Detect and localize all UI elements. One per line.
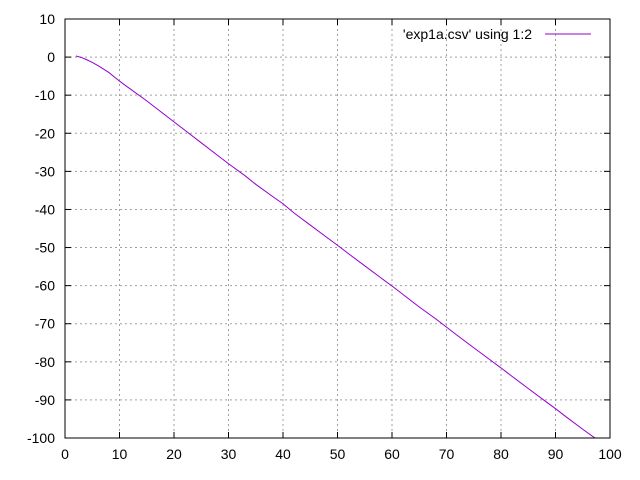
x-tick-label: 70 bbox=[439, 446, 455, 462]
y-tick-label: -40 bbox=[35, 201, 55, 217]
x-tick-label: 100 bbox=[598, 446, 622, 462]
x-tick-label: 90 bbox=[548, 446, 564, 462]
x-tick-label: 40 bbox=[275, 446, 291, 462]
y-tick-label: -50 bbox=[35, 240, 55, 256]
y-tick-label: -20 bbox=[35, 125, 55, 141]
x-tick-label: 80 bbox=[493, 446, 509, 462]
x-tick-label: 60 bbox=[384, 446, 400, 462]
series-layer bbox=[75, 55, 596, 438]
series-line bbox=[75, 55, 596, 438]
y-tick-label: -80 bbox=[35, 354, 55, 370]
x-tick-label: 30 bbox=[221, 446, 237, 462]
x-tick-label: 20 bbox=[166, 446, 182, 462]
y-tick-label: -70 bbox=[35, 316, 55, 332]
legend: 'exp1a.csv' using 1:2 bbox=[403, 26, 591, 42]
x-tick-label: 50 bbox=[330, 446, 346, 462]
y-tick-label: -60 bbox=[35, 278, 55, 294]
x-tick-label: 0 bbox=[61, 446, 69, 462]
y-tick-label: 0 bbox=[47, 49, 55, 65]
tick-labels: 0 10 20 30 40 50 60 70 80 90 100100-10-20-30-40-50… bbox=[27, 11, 622, 462]
y-tick-label: -100 bbox=[27, 430, 55, 446]
x-tick-label: 10 bbox=[112, 446, 128, 462]
plot-border bbox=[64, 18, 611, 439]
y-tick-label: -10 bbox=[35, 87, 55, 103]
y-tick-label: -90 bbox=[35, 392, 55, 408]
y-tick-label: -30 bbox=[35, 163, 55, 179]
y-tick-label: 10 bbox=[39, 11, 55, 27]
gridlines bbox=[65, 19, 610, 438]
legend-label: 'exp1a.csv' using 1:2 bbox=[403, 26, 532, 42]
